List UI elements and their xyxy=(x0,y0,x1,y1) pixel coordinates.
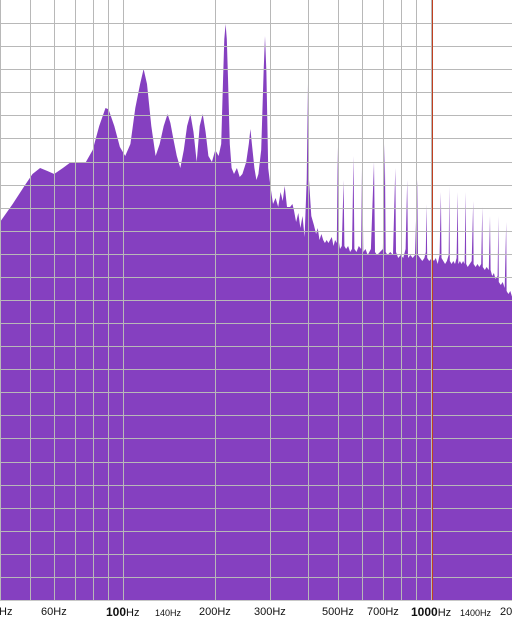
tick-label-number: 60 xyxy=(41,606,54,618)
ruler-tick-label: 20 xyxy=(500,606,512,618)
frequency-ruler[interactable]: Hz 60Hz 100Hz 140Hz 200Hz 300Hz 500Hz 700Hz 1000… xyxy=(0,600,512,625)
tick-label-unit: Hz xyxy=(340,606,354,618)
tick-label-number: 100 xyxy=(106,605,127,619)
ruler-tick-label: 1000Hz xyxy=(411,606,451,619)
ruler-tick-label: 500Hz xyxy=(322,606,354,618)
tick-label-number: 1400 xyxy=(460,608,481,618)
tick-label-number: 500 xyxy=(322,606,341,618)
ruler-tick-label: Hz xyxy=(0,606,12,618)
tick-label-unit: Hz xyxy=(272,606,286,618)
tick-label-number: 700 xyxy=(367,606,386,618)
tick-label-unit: Hz xyxy=(480,608,492,618)
ruler-tick-label: 1400Hz xyxy=(460,607,491,619)
tick-label-unit: Hz xyxy=(126,607,140,619)
tick-label-number: 140 xyxy=(155,608,171,618)
ruler-tick-label: 200Hz xyxy=(199,606,231,618)
tick-label-unit: Hz xyxy=(437,607,452,619)
grid-lines xyxy=(0,0,512,600)
tick-label-unit: Hz xyxy=(385,606,399,618)
ruler-tick-label: 300Hz xyxy=(254,606,286,618)
tick-label-unit: Hz xyxy=(217,606,231,618)
tick-label-unit: Hz xyxy=(53,606,67,618)
tick-label-unit: Hz xyxy=(170,608,182,618)
ruler-tick-label: 100Hz xyxy=(106,606,139,619)
ruler-tick-label: 60Hz xyxy=(41,606,67,618)
ruler-tick-label: 700Hz xyxy=(367,606,399,618)
tick-label-unit: Hz xyxy=(0,606,13,618)
spectrum-plot[interactable] xyxy=(0,0,512,600)
tick-label-number: 200 xyxy=(199,606,218,618)
tick-label-number: 300 xyxy=(254,606,273,618)
tick-label-number: 1000 xyxy=(411,605,438,619)
ruler-tick-label: 140Hz xyxy=(155,607,181,619)
tick-label-number: 20 xyxy=(500,606,512,618)
